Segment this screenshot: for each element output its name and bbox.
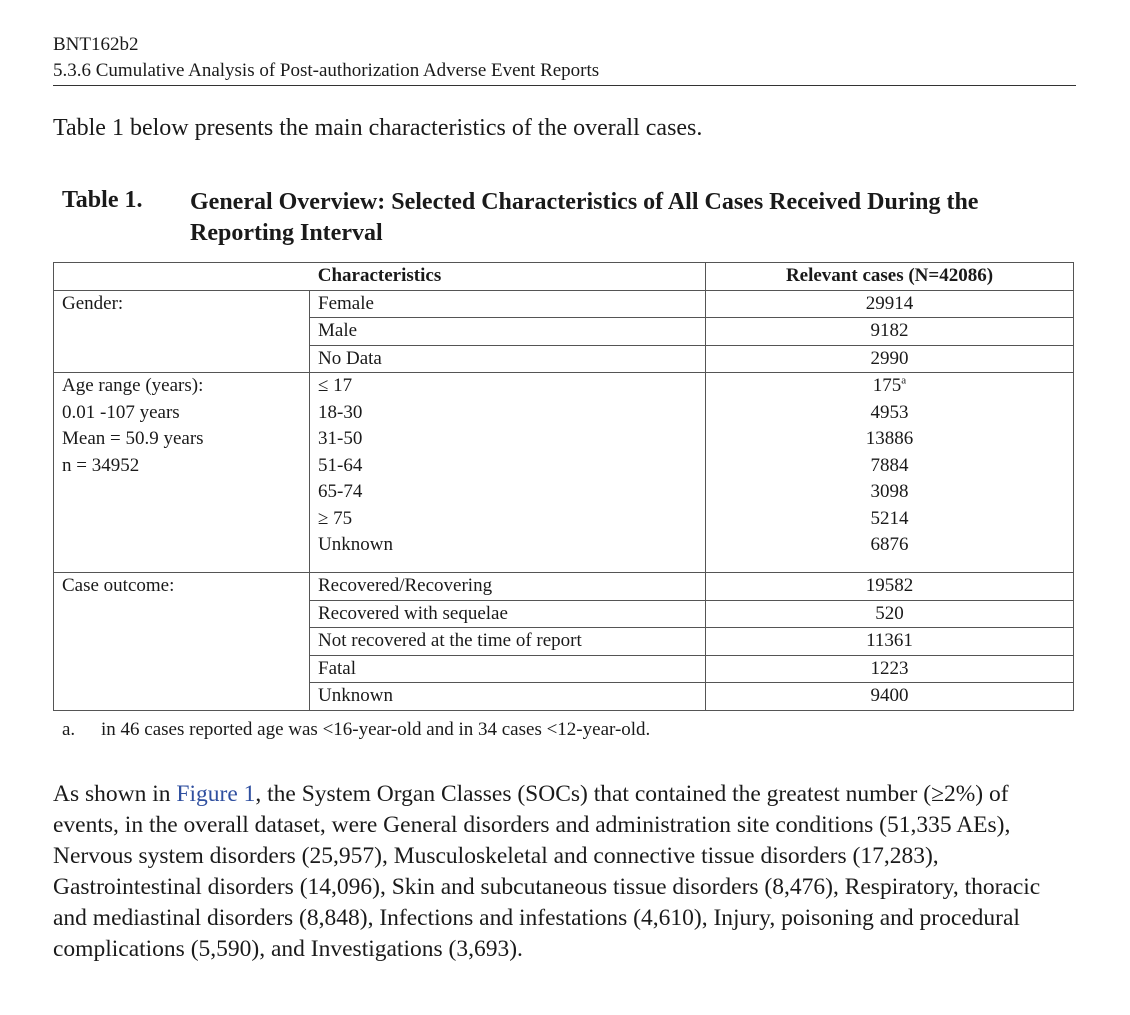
group-label: Case outcome: bbox=[53, 572, 310, 711]
text: As shown in bbox=[53, 781, 177, 807]
table-row: Recovered with sequelae 520 bbox=[54, 599, 1074, 628]
footnote-ref: a bbox=[901, 374, 907, 387]
characteristic: 18-30 bbox=[309, 399, 706, 426]
case-count-cell: 29914 bbox=[705, 289, 1074, 318]
table-row: 51-64 7884 bbox=[54, 452, 1074, 479]
group-label-line: Age range (years): bbox=[62, 375, 204, 396]
column-header: Relevant cases (N=42086) bbox=[705, 262, 1074, 291]
characteristic: Unknown bbox=[309, 532, 706, 573]
case-count: 4953 bbox=[870, 401, 909, 423]
table: Characteristics Relevant cases (N=42086)… bbox=[53, 262, 1074, 711]
case-count: 175 bbox=[872, 375, 902, 396]
case-count-cell: 6876 bbox=[705, 532, 1074, 573]
group-label-line: Case outcome: bbox=[62, 575, 175, 596]
case-count: 19582 bbox=[865, 575, 914, 596]
row-group: Case outcome: Recovered/Recovering 19582 Re… bbox=[53, 572, 1074, 711]
table-row: Gender: Female 29914 bbox=[53, 289, 1074, 373]
table-row: No Data 2990 bbox=[54, 344, 1074, 373]
table-row: Unknown 9400 bbox=[54, 682, 1074, 711]
case-count: 6876 bbox=[870, 534, 909, 555]
characteristic: 65-74 bbox=[309, 479, 706, 506]
case-count: 3098 bbox=[870, 481, 909, 502]
case-count: 2990 bbox=[870, 347, 909, 369]
table-row: Case outcome: Recovered/Recovering 19582 bbox=[53, 572, 1074, 711]
row-group: Age range (years): 0.01 -107 years Mean = … bbox=[53, 372, 1074, 573]
characteristic: Recovered with sequelae bbox=[309, 599, 706, 628]
header-rule bbox=[53, 85, 1076, 86]
footnote-marker: a. bbox=[62, 719, 76, 740]
table-row: Unknown 6876 bbox=[54, 532, 1074, 573]
figure-link[interactable]: Figure 1 bbox=[176, 781, 256, 807]
case-count-cell: 175a bbox=[705, 372, 1074, 400]
header-section: 5.3.6 Cumulative Analysis of Post-author… bbox=[53, 60, 600, 81]
intro: Table 1 below presents the main characte… bbox=[53, 115, 703, 141]
case-count-cell: 3098 bbox=[705, 479, 1074, 506]
characteristic: No Data bbox=[309, 344, 706, 373]
case-count-cell: 2990 bbox=[705, 344, 1074, 373]
case-count: 9182 bbox=[870, 320, 909, 341]
group-label-line: 0.01 -107 years bbox=[62, 401, 180, 423]
group-label-line: Gender: bbox=[62, 292, 124, 314]
case-count-cell: 5214 bbox=[705, 505, 1074, 532]
case-count-cell: 9182 bbox=[705, 317, 1074, 346]
case-count: 13886 bbox=[865, 428, 914, 449]
row-group: Gender: Female 29914 Male 9182 No Data 2990 bbox=[53, 289, 1074, 373]
table-row: Not recovered at the time of report 11361 bbox=[54, 627, 1074, 656]
table-row: ≥ 75 5214 bbox=[54, 505, 1074, 532]
group-label-line: n = 34952 bbox=[62, 454, 140, 476]
case-count: 1223 bbox=[870, 657, 909, 679]
case-count-cell: 520 bbox=[705, 599, 1074, 628]
footnote-text: in 46 cases reported age was <16-year-ol… bbox=[101, 719, 651, 740]
case-count: 5214 bbox=[870, 507, 909, 529]
table-caption: General Overview: Selected Characteristi… bbox=[190, 189, 979, 246]
characteristic: Not recovered at the time of report bbox=[309, 627, 706, 656]
case-count-cell: 19582 bbox=[705, 572, 1074, 601]
case-count-cell: 1223 bbox=[705, 654, 1074, 683]
group-label-line: Mean = 50.9 years bbox=[62, 428, 204, 449]
case-count: 7884 bbox=[870, 454, 909, 476]
text: , the System Organ Classes (SOCs) that c… bbox=[53, 781, 1041, 962]
table-row: 31-50 13886 bbox=[54, 426, 1074, 453]
case-count-cell: 7884 bbox=[705, 452, 1074, 479]
table-label: Table 1. bbox=[62, 187, 143, 213]
table-row: 65-74 3098 bbox=[54, 479, 1074, 506]
case-count: 520 bbox=[875, 602, 904, 624]
characteristic: Male bbox=[309, 317, 706, 346]
paragraph: As shown in Figure 1, the System Organ C… bbox=[53, 779, 1063, 965]
characteristic: Female bbox=[309, 289, 706, 318]
characteristic: Unknown bbox=[309, 682, 706, 711]
characteristic: ≤ 17 bbox=[309, 372, 706, 400]
case-count: 29914 bbox=[865, 292, 914, 314]
table-row: Age range (years): 0.01 -107 years Mean = … bbox=[53, 372, 1074, 573]
case-count-cell: 13886 bbox=[705, 426, 1074, 453]
header-row: Characteristics Relevant cases (N=42086) bbox=[53, 262, 1074, 291]
characteristic: Fatal bbox=[309, 654, 706, 683]
table-row: 18-30 4953 bbox=[54, 399, 1074, 426]
case-count-cell: 11361 bbox=[705, 627, 1074, 656]
characteristic: Recovered/Recovering bbox=[309, 572, 706, 601]
case-count: 11361 bbox=[866, 630, 913, 651]
group-label: Gender: bbox=[53, 289, 310, 373]
characteristic: ≥ 75 bbox=[309, 505, 706, 532]
characteristic: 31-50 bbox=[309, 426, 706, 453]
column-header: Characteristics bbox=[53, 262, 706, 291]
case-count-cell: 4953 bbox=[705, 399, 1074, 426]
case-count-cell: 9400 bbox=[705, 682, 1074, 711]
table-row: Male 9182 bbox=[54, 317, 1074, 346]
header-product: BNT162b2 bbox=[53, 34, 139, 55]
group-label: Age range (years): 0.01 -107 years Mean = … bbox=[53, 372, 310, 573]
characteristic: 51-64 bbox=[309, 452, 706, 479]
case-count: 9400 bbox=[870, 685, 909, 706]
